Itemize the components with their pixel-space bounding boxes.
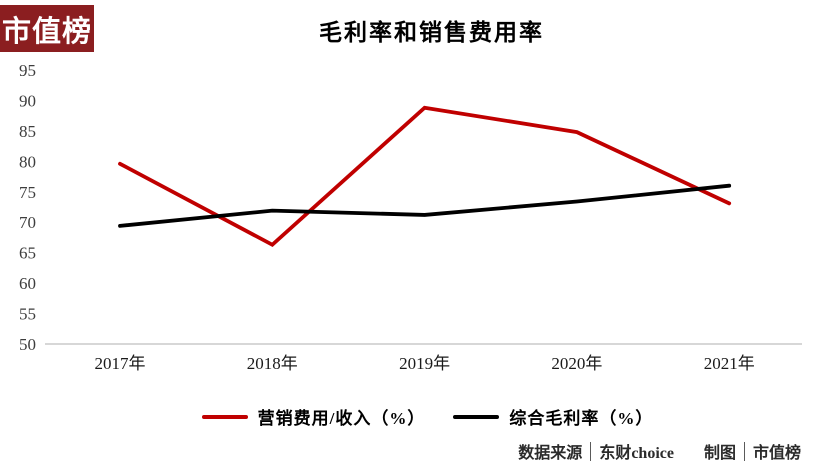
y-tick-label: 60 xyxy=(19,274,36,293)
x-tick-label: 2020年 xyxy=(551,354,602,373)
y-tick-label: 50 xyxy=(19,335,36,354)
legend-label: 综合毛利率（%） xyxy=(509,409,654,428)
credit-value: 市值榜 xyxy=(752,445,801,462)
legend-item-marketing-expense: 营销费用/收入（%） xyxy=(201,404,426,429)
y-tick-label: 80 xyxy=(19,152,36,171)
divider xyxy=(590,441,592,461)
y-tick-label: 65 xyxy=(19,244,36,263)
legend-line-black-icon xyxy=(453,414,500,419)
y-tick-label: 85 xyxy=(19,122,36,141)
divider xyxy=(743,441,745,461)
chart-canvas: 50 55 60 65 70 75 80 85 90 95 2017年 2018年 2019年 2020年… xyxy=(19,61,802,373)
legend-item-gross-margin: 综合毛利率（%） xyxy=(453,404,653,429)
legend-label: 营销费用/收入（%） xyxy=(257,409,426,428)
source-label: 数据来源 xyxy=(518,445,583,462)
y-tick-label: 75 xyxy=(19,183,36,202)
brand-logo: 市值榜 xyxy=(0,5,94,52)
source-value: 东财choice xyxy=(599,445,674,462)
y-tick-label: 95 xyxy=(19,61,36,80)
credit-label: 制图 xyxy=(703,445,736,462)
chart-legend: 营销费用/收入（%） 综合毛利率（%） xyxy=(0,404,815,429)
source-credit: 数据来源 东财choice 制图 市值榜 xyxy=(518,439,801,463)
y-tick-label: 55 xyxy=(19,305,36,324)
y-tick-label: 90 xyxy=(19,91,36,110)
series-line-1 xyxy=(118,183,732,228)
x-tick-label: 2021年 xyxy=(704,354,755,373)
x-tick-label: 2018年 xyxy=(247,354,298,373)
chart-title: 毛利率和销售费用率 xyxy=(319,20,544,45)
x-tick-label: 2019年 xyxy=(399,354,450,373)
y-tick-label: 70 xyxy=(19,213,36,232)
series-line-0 xyxy=(118,105,732,248)
legend-line-red-icon xyxy=(201,414,248,419)
x-tick-label: 2017年 xyxy=(95,354,146,373)
